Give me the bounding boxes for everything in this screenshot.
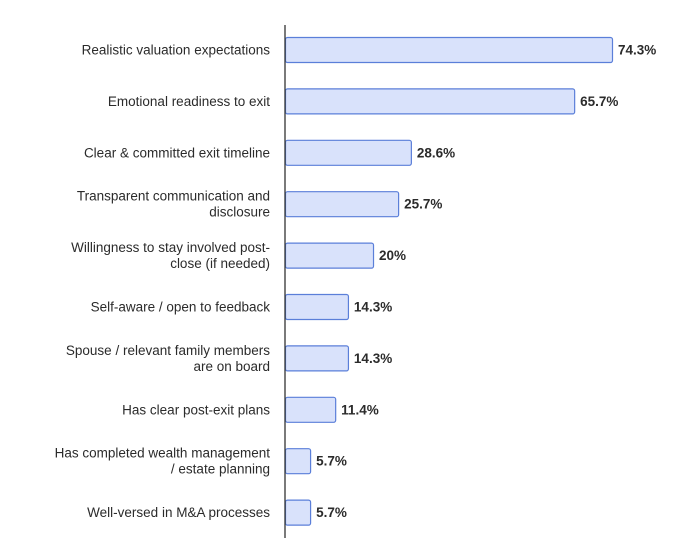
data-label: 11.4%: [341, 402, 379, 417]
category-label: Self-aware / open to feedback: [91, 300, 271, 315]
bar: [284, 139, 412, 166]
category-label-line: Transparent communication and: [77, 189, 270, 204]
category-label-line: / estate planning: [171, 462, 270, 477]
bars-layer: [284, 36, 614, 526]
category-label-line: Has completed wealth management: [55, 446, 271, 461]
data-label: 5.7%: [316, 505, 347, 520]
category-label-line: Clear & committed exit timeline: [84, 145, 270, 160]
category-label-line: Spouse / relevant family members: [66, 343, 270, 358]
data-label: 14.3%: [354, 351, 392, 366]
bar: [284, 293, 350, 321]
data-label: 65.7%: [580, 94, 618, 109]
category-label: Well-versed in M&A processes: [87, 505, 270, 520]
category-label: Has clear post-exit plans: [122, 402, 270, 417]
category-label: Transparent communication and disclosure: [77, 189, 270, 220]
data-label: 20%: [379, 248, 406, 263]
data-label: 74.3%: [618, 43, 656, 58]
category-label-line: Emotional readiness to exit: [108, 94, 270, 109]
category-label-line: Willingness to stay involved post-: [71, 240, 270, 255]
category-label: Willingness to stay involved post-close …: [71, 240, 270, 271]
bar: [284, 88, 576, 115]
bar: [284, 345, 350, 372]
category-label: Emotional readiness to exit: [108, 94, 270, 109]
data-label: 25.7%: [404, 197, 442, 212]
category-label: Realistic valuation expectations: [82, 43, 271, 58]
category-label-line: Self-aware / open to feedback: [91, 300, 271, 315]
category-label-line: are on board: [193, 359, 270, 374]
labels-layer: 74.3% Realistic valuation expectations 65.…: [55, 43, 657, 521]
category-label-line: Has clear post-exit plans: [122, 402, 270, 417]
data-label: 5.7%: [316, 454, 347, 469]
bar: [284, 448, 312, 475]
category-label-line: Realistic valuation expectations: [82, 43, 271, 58]
bar: [284, 36, 614, 64]
category-label: Spouse / relevant family members are on b…: [66, 343, 270, 374]
data-label: 14.3%: [354, 300, 392, 315]
category-label-line: Well-versed in M&A processes: [87, 505, 270, 520]
bar: [284, 396, 337, 423]
bar: [284, 499, 312, 526]
category-label: Clear & committed exit timeline: [84, 145, 270, 160]
bar: [284, 242, 375, 269]
category-label-line: disclosure: [209, 205, 270, 220]
category-label: Has completed wealth management / estate …: [55, 446, 271, 477]
bar: [284, 191, 400, 218]
category-label-line: close (if needed): [170, 256, 270, 271]
data-label: 28.6%: [417, 145, 455, 160]
